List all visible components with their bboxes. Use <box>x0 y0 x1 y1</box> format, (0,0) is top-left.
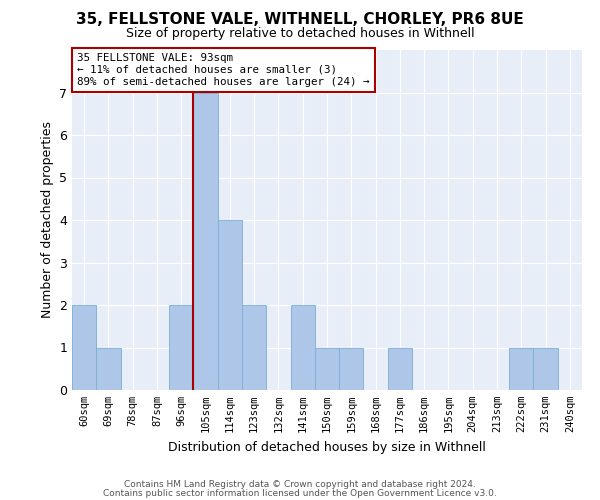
Bar <box>96 348 121 390</box>
Bar <box>533 348 558 390</box>
Bar <box>339 348 364 390</box>
Bar <box>509 348 533 390</box>
Text: Contains HM Land Registry data © Crown copyright and database right 2024.: Contains HM Land Registry data © Crown c… <box>124 480 476 489</box>
Y-axis label: Number of detached properties: Number of detached properties <box>41 122 53 318</box>
Bar <box>218 220 242 390</box>
Bar <box>72 305 96 390</box>
Text: Size of property relative to detached houses in Withnell: Size of property relative to detached ho… <box>125 28 475 40</box>
Bar <box>193 92 218 390</box>
Text: 35 FELLSTONE VALE: 93sqm
← 11% of detached houses are smaller (3)
89% of semi-de: 35 FELLSTONE VALE: 93sqm ← 11% of detach… <box>77 54 370 86</box>
X-axis label: Distribution of detached houses by size in Withnell: Distribution of detached houses by size … <box>168 440 486 454</box>
Bar <box>315 348 339 390</box>
Text: Contains public sector information licensed under the Open Government Licence v3: Contains public sector information licen… <box>103 488 497 498</box>
Bar <box>169 305 193 390</box>
Bar <box>388 348 412 390</box>
Bar <box>290 305 315 390</box>
Text: 35, FELLSTONE VALE, WITHNELL, CHORLEY, PR6 8UE: 35, FELLSTONE VALE, WITHNELL, CHORLEY, P… <box>76 12 524 28</box>
Bar <box>242 305 266 390</box>
